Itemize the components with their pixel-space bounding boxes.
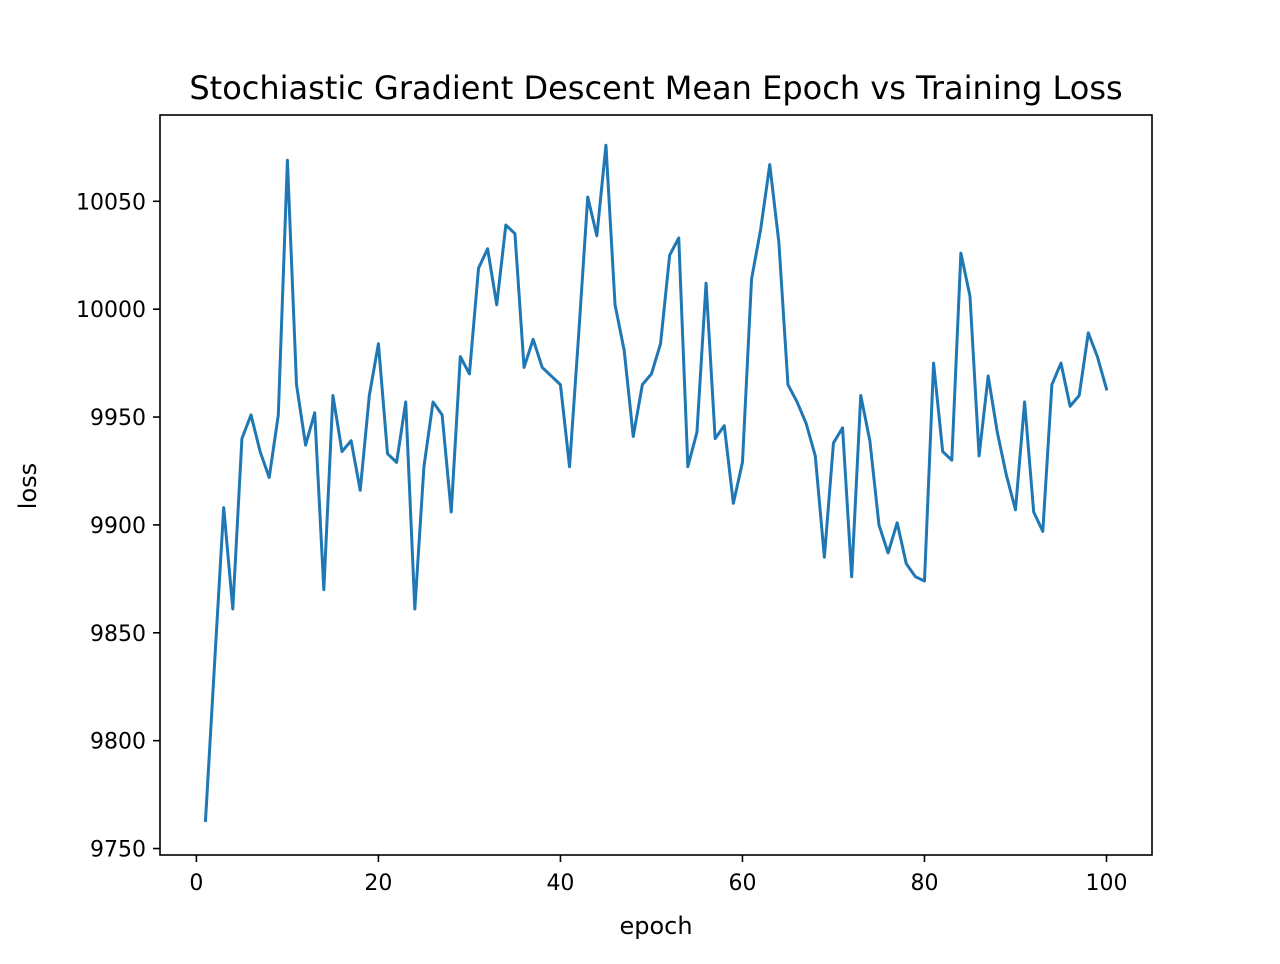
x-tick-label: 20 — [364, 871, 392, 896]
y-tick-label: 10050 — [76, 190, 146, 215]
plot-area — [159, 114, 1153, 856]
y-axis-label: loss — [14, 463, 42, 509]
y-tick-label: 9850 — [90, 622, 146, 647]
y-tick-label: 9900 — [90, 514, 146, 539]
y-tick-label: 9800 — [90, 730, 146, 755]
y-tick-label: 10000 — [76, 298, 146, 323]
chart-title: Stochiastic Gradient Descent Mean Epoch … — [189, 69, 1122, 107]
plot-frame — [159, 114, 1153, 856]
x-tick-label: 80 — [910, 871, 938, 896]
x-tick-label: 0 — [189, 871, 203, 896]
x-tick-label: 60 — [728, 871, 756, 896]
x-axis-label: epoch — [619, 912, 692, 940]
axis-ticks: 0 20 40 60 80 100 9750 9800 9850 9900 9950 10000 100… — [76, 190, 1127, 896]
y-tick-label: 9750 — [90, 838, 146, 863]
y-tick-label: 9950 — [90, 406, 146, 431]
series-line-0 — [203, 143, 1109, 823]
x-tick-label: 100 — [1085, 871, 1127, 896]
x-tick-label: 40 — [546, 871, 574, 896]
